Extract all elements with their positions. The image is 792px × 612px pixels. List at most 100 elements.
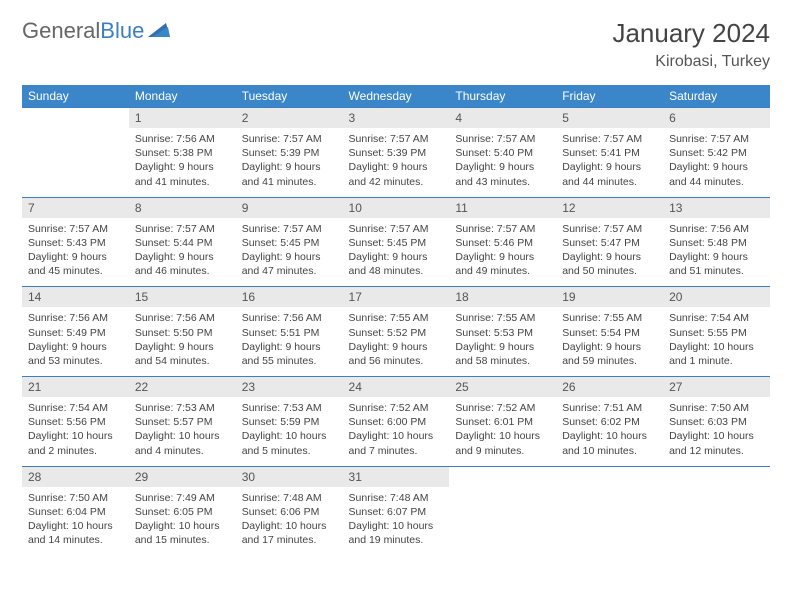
day-cell: 15Sunrise: 7:56 AMSunset: 5:50 PMDayligh… [129,287,236,377]
daylight-text: Daylight: 9 hours and 44 minutes. [669,160,764,188]
sunrise-text: Sunrise: 7:57 AM [562,222,657,236]
sunset-text: Sunset: 5:56 PM [28,415,123,429]
day-cell: 25Sunrise: 7:52 AMSunset: 6:01 PMDayligh… [449,377,556,467]
sunrise-text: Sunrise: 7:57 AM [455,132,550,146]
day-cell: 2Sunrise: 7:57 AMSunset: 5:39 PMDaylight… [236,108,343,198]
day-body: Sunrise: 7:49 AMSunset: 6:05 PMDaylight:… [129,487,236,556]
sunset-text: Sunset: 6:06 PM [242,505,337,519]
day-number: 7 [22,198,129,218]
sunrise-text: Sunrise: 7:52 AM [455,401,550,415]
location-label: Kirobasi, Turkey [612,53,770,71]
day-cell: 3Sunrise: 7:57 AMSunset: 5:39 PMDaylight… [343,108,450,198]
day-body: Sunrise: 7:52 AMSunset: 6:00 PMDaylight:… [343,397,450,466]
sunrise-text: Sunrise: 7:57 AM [242,132,337,146]
day-body: Sunrise: 7:50 AMSunset: 6:04 PMDaylight:… [22,487,129,556]
daylight-text: Daylight: 10 hours and 1 minute. [669,340,764,368]
day-cell: 23Sunrise: 7:53 AMSunset: 5:59 PMDayligh… [236,377,343,467]
sunset-text: Sunset: 5:55 PM [669,326,764,340]
day-number: 1 [129,108,236,128]
day-body: Sunrise: 7:57 AMSunset: 5:47 PMDaylight:… [556,218,663,287]
brand-word2: Blue [100,18,144,44]
day-number: 15 [129,287,236,307]
day-body: Sunrise: 7:57 AMSunset: 5:46 PMDaylight:… [449,218,556,287]
day-number [22,108,129,128]
sunset-text: Sunset: 5:43 PM [28,236,123,250]
day-cell: 14Sunrise: 7:56 AMSunset: 5:49 PMDayligh… [22,287,129,377]
sunset-text: Sunset: 5:54 PM [562,326,657,340]
day-body: Sunrise: 7:55 AMSunset: 5:54 PMDaylight:… [556,307,663,376]
day-body: Sunrise: 7:57 AMSunset: 5:39 PMDaylight:… [236,128,343,197]
sunrise-text: Sunrise: 7:57 AM [349,132,444,146]
day-number: 16 [236,287,343,307]
day-cell: 8Sunrise: 7:57 AMSunset: 5:44 PMDaylight… [129,197,236,287]
week-row: 1Sunrise: 7:56 AMSunset: 5:38 PMDaylight… [22,108,770,198]
brand-word1: General [22,18,100,44]
daylight-text: Daylight: 9 hours and 41 minutes. [135,160,230,188]
sunrise-text: Sunrise: 7:56 AM [242,311,337,325]
day-cell: 27Sunrise: 7:50 AMSunset: 6:03 PMDayligh… [663,377,770,467]
day-number: 10 [343,198,450,218]
day-body: Sunrise: 7:54 AMSunset: 5:55 PMDaylight:… [663,307,770,376]
day-cell [22,108,129,198]
day-cell: 28Sunrise: 7:50 AMSunset: 6:04 PMDayligh… [22,466,129,555]
day-body [449,487,556,543]
dayhead-sat: Saturday [663,85,770,108]
sunset-text: Sunset: 5:51 PM [242,326,337,340]
sunset-text: Sunset: 6:00 PM [349,415,444,429]
day-number: 11 [449,198,556,218]
sunset-text: Sunset: 5:53 PM [455,326,550,340]
day-body [663,487,770,543]
day-cell: 16Sunrise: 7:56 AMSunset: 5:51 PMDayligh… [236,287,343,377]
header: General Blue January 2024 Kirobasi, Turk… [22,18,770,71]
day-number [449,467,556,487]
day-body: Sunrise: 7:54 AMSunset: 5:56 PMDaylight:… [22,397,129,466]
daylight-text: Daylight: 9 hours and 50 minutes. [562,250,657,278]
daylight-text: Daylight: 9 hours and 41 minutes. [242,160,337,188]
day-body: Sunrise: 7:57 AMSunset: 5:45 PMDaylight:… [343,218,450,287]
day-cell: 31Sunrise: 7:48 AMSunset: 6:07 PMDayligh… [343,466,450,555]
sunset-text: Sunset: 5:40 PM [455,146,550,160]
daylight-text: Daylight: 10 hours and 5 minutes. [242,429,337,457]
sunrise-text: Sunrise: 7:57 AM [135,222,230,236]
sunrise-text: Sunrise: 7:56 AM [669,222,764,236]
sunrise-text: Sunrise: 7:48 AM [349,491,444,505]
day-body: Sunrise: 7:48 AMSunset: 6:06 PMDaylight:… [236,487,343,556]
daylight-text: Daylight: 9 hours and 58 minutes. [455,340,550,368]
day-cell: 26Sunrise: 7:51 AMSunset: 6:02 PMDayligh… [556,377,663,467]
day-body: Sunrise: 7:50 AMSunset: 6:03 PMDaylight:… [663,397,770,466]
sunset-text: Sunset: 5:45 PM [242,236,337,250]
sunrise-text: Sunrise: 7:54 AM [28,401,123,415]
day-number: 3 [343,108,450,128]
day-number: 20 [663,287,770,307]
day-body: Sunrise: 7:57 AMSunset: 5:42 PMDaylight:… [663,128,770,197]
day-cell: 9Sunrise: 7:57 AMSunset: 5:45 PMDaylight… [236,197,343,287]
day-number: 2 [236,108,343,128]
sunrise-text: Sunrise: 7:57 AM [242,222,337,236]
sunrise-text: Sunrise: 7:52 AM [349,401,444,415]
day-number: 6 [663,108,770,128]
day-cell: 12Sunrise: 7:57 AMSunset: 5:47 PMDayligh… [556,197,663,287]
daylight-text: Daylight: 9 hours and 59 minutes. [562,340,657,368]
dayhead-mon: Monday [129,85,236,108]
day-cell: 17Sunrise: 7:55 AMSunset: 5:52 PMDayligh… [343,287,450,377]
calendar-table: Sunday Monday Tuesday Wednesday Thursday… [22,85,770,555]
day-number: 27 [663,377,770,397]
sunrise-text: Sunrise: 7:50 AM [28,491,123,505]
day-body: Sunrise: 7:57 AMSunset: 5:44 PMDaylight:… [129,218,236,287]
sunrise-text: Sunrise: 7:49 AM [135,491,230,505]
day-cell: 30Sunrise: 7:48 AMSunset: 6:06 PMDayligh… [236,466,343,555]
sunrise-text: Sunrise: 7:56 AM [28,311,123,325]
sunset-text: Sunset: 6:03 PM [669,415,764,429]
day-header-row: Sunday Monday Tuesday Wednesday Thursday… [22,85,770,108]
day-body: Sunrise: 7:52 AMSunset: 6:01 PMDaylight:… [449,397,556,466]
daylight-text: Daylight: 9 hours and 46 minutes. [135,250,230,278]
day-number: 12 [556,198,663,218]
day-cell: 22Sunrise: 7:53 AMSunset: 5:57 PMDayligh… [129,377,236,467]
day-body: Sunrise: 7:53 AMSunset: 5:59 PMDaylight:… [236,397,343,466]
sunrise-text: Sunrise: 7:57 AM [349,222,444,236]
sunset-text: Sunset: 5:38 PM [135,146,230,160]
calendar-body: 1Sunrise: 7:56 AMSunset: 5:38 PMDaylight… [22,108,770,556]
daylight-text: Daylight: 9 hours and 48 minutes. [349,250,444,278]
day-body [556,487,663,543]
day-body: Sunrise: 7:55 AMSunset: 5:52 PMDaylight:… [343,307,450,376]
